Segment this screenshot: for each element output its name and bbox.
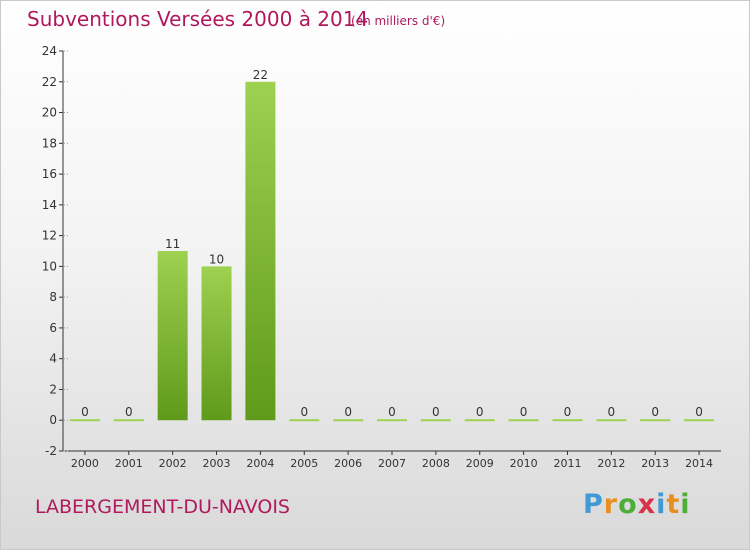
x-tick-label: 2012 [597,457,625,470]
bar-2007 [377,419,407,422]
bar-2002 [157,251,188,421]
value-label-2011: 0 [564,405,572,419]
bar-2011 [552,419,583,422]
value-label-2013: 0 [651,405,659,419]
x-tick-label: 2007 [378,457,406,470]
value-label-2014: 0 [695,405,703,419]
proxiti-logo: Proxiti [583,489,691,520]
chart-value-labels: 0 0 11 10 22 0 0 0 0 0 0 0 0 0 0 [81,68,703,419]
bar-2003 [201,266,232,421]
bar-2014 [684,419,715,422]
bar-2009 [464,419,495,422]
y-tick-label: 14 [42,198,57,212]
y-tick-label: 8 [49,290,57,304]
x-tick-label: 2000 [71,457,99,470]
value-label-2012: 0 [608,405,616,419]
x-tick-label: 2011 [553,457,581,470]
bar-2001 [113,419,144,422]
y-tick-label: 22 [42,75,57,89]
bar-2006 [333,419,364,422]
y-tick-label: 10 [42,259,57,273]
x-tick-label: 2004 [246,457,274,470]
y-tick-label: 4 [49,352,57,366]
value-label-2000: 0 [81,405,89,419]
x-tick-label: 2014 [685,457,713,470]
bar-2013 [640,419,671,422]
x-tick-label: 2003 [203,457,231,470]
bar-2004 [245,81,276,421]
x-tick-label: 2008 [422,457,450,470]
y-tick-label: 2 [49,382,57,396]
commune-name: LABERGEMENT-DU-NAVOIS [35,496,290,518]
x-tick-label: 2001 [115,457,143,470]
y-tick-label: 20 [42,106,57,120]
value-label-2005: 0 [300,405,308,419]
value-label-2008: 0 [432,405,440,419]
y-tick-label: 18 [42,136,57,150]
chart-bars [69,81,715,422]
y-tick-label: 24 [42,44,57,58]
y-tick-label: -2 [45,444,57,458]
value-label-2006: 0 [344,405,352,419]
bar-2000 [69,419,100,422]
value-label-2003: 10 [209,252,224,266]
x-tick-label: 2010 [510,457,538,470]
y-tick-label: 12 [42,229,57,243]
y-tick-label: 6 [49,321,57,335]
value-label-2002: 11 [165,237,180,251]
x-tick-label: 2013 [641,457,669,470]
value-label-2009: 0 [476,405,484,419]
x-tick-label: 2006 [334,457,362,470]
bar-2008 [420,419,451,422]
bar-2012 [596,419,627,422]
y-tick-label: 0 [49,413,57,427]
y-tick-label: 16 [42,167,57,181]
value-label-2001: 0 [125,405,133,419]
x-tick-label: 2009 [466,457,494,470]
chart-unit-note: (en milliers d'€) [351,14,446,28]
bar-2010 [508,419,539,422]
value-label-2004: 22 [253,68,268,82]
bar-2005 [289,419,320,422]
value-label-2007: 0 [388,405,396,419]
x-tick-label: 2002 [159,457,187,470]
x-tick-label: 2005 [290,457,318,470]
chart-title: Subventions Versées 2000 à 2014 [27,7,369,31]
value-label-2010: 0 [520,405,528,419]
